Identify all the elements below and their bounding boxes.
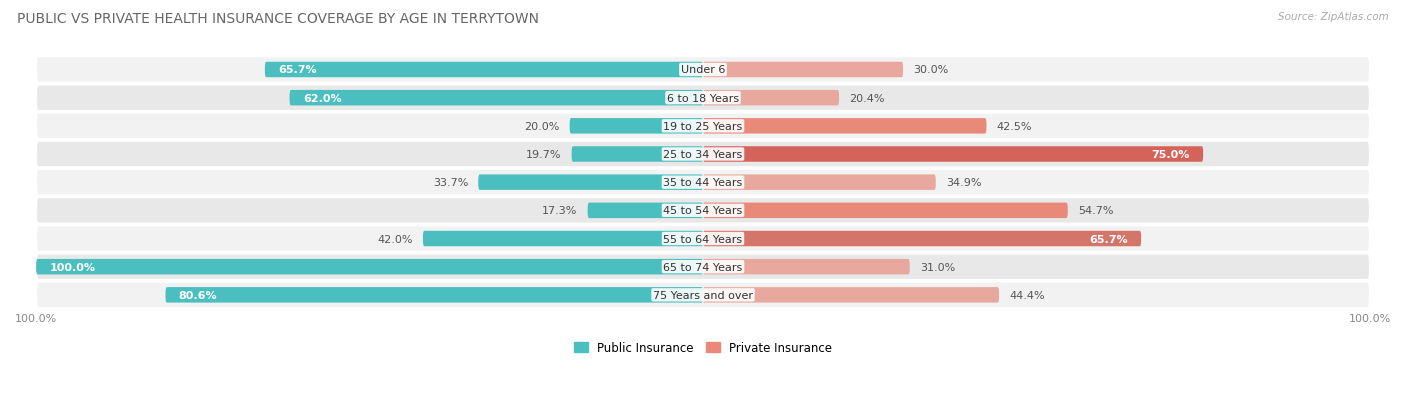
Text: 55 to 64 Years: 55 to 64 Years <box>664 234 742 244</box>
Text: 42.0%: 42.0% <box>377 234 413 244</box>
Text: 19.7%: 19.7% <box>526 150 561 159</box>
FancyBboxPatch shape <box>37 226 1369 252</box>
FancyBboxPatch shape <box>290 91 703 106</box>
Text: 34.9%: 34.9% <box>946 178 981 188</box>
Text: 44.4%: 44.4% <box>1010 290 1045 300</box>
Text: 75 Years and over: 75 Years and over <box>652 290 754 300</box>
FancyBboxPatch shape <box>37 197 1369 224</box>
Text: 6 to 18 Years: 6 to 18 Years <box>666 93 740 103</box>
FancyBboxPatch shape <box>37 141 1369 168</box>
Text: 33.7%: 33.7% <box>433 178 468 188</box>
FancyBboxPatch shape <box>703 203 1067 218</box>
Text: 35 to 44 Years: 35 to 44 Years <box>664 178 742 188</box>
FancyBboxPatch shape <box>37 113 1369 140</box>
FancyBboxPatch shape <box>703 287 1000 303</box>
FancyBboxPatch shape <box>37 259 703 275</box>
FancyBboxPatch shape <box>37 57 1369 83</box>
FancyBboxPatch shape <box>588 203 703 218</box>
Text: 30.0%: 30.0% <box>912 65 948 75</box>
Text: 75.0%: 75.0% <box>1152 150 1189 159</box>
Text: 65 to 74 Years: 65 to 74 Years <box>664 262 742 272</box>
Legend: Public Insurance, Private Insurance: Public Insurance, Private Insurance <box>569 337 837 359</box>
Text: 20.0%: 20.0% <box>524 121 560 131</box>
FancyBboxPatch shape <box>37 169 1369 196</box>
FancyBboxPatch shape <box>37 282 1369 309</box>
Text: 65.7%: 65.7% <box>278 65 316 75</box>
FancyBboxPatch shape <box>703 175 936 190</box>
FancyBboxPatch shape <box>572 147 703 162</box>
FancyBboxPatch shape <box>569 119 703 134</box>
Text: 100.0%: 100.0% <box>49 262 96 272</box>
FancyBboxPatch shape <box>703 147 1204 162</box>
Text: 62.0%: 62.0% <box>302 93 342 103</box>
Text: 54.7%: 54.7% <box>1078 206 1114 216</box>
Text: 65.7%: 65.7% <box>1090 234 1128 244</box>
Text: 42.5%: 42.5% <box>997 121 1032 131</box>
Text: 19 to 25 Years: 19 to 25 Years <box>664 121 742 131</box>
Text: Under 6: Under 6 <box>681 65 725 75</box>
FancyBboxPatch shape <box>166 287 703 303</box>
FancyBboxPatch shape <box>703 259 910 275</box>
Text: 25 to 34 Years: 25 to 34 Years <box>664 150 742 159</box>
Text: PUBLIC VS PRIVATE HEALTH INSURANCE COVERAGE BY AGE IN TERRYTOWN: PUBLIC VS PRIVATE HEALTH INSURANCE COVER… <box>17 12 538 26</box>
Text: Source: ZipAtlas.com: Source: ZipAtlas.com <box>1278 12 1389 22</box>
Text: 31.0%: 31.0% <box>920 262 955 272</box>
FancyBboxPatch shape <box>703 231 1142 247</box>
FancyBboxPatch shape <box>423 231 703 247</box>
FancyBboxPatch shape <box>703 91 839 106</box>
FancyBboxPatch shape <box>703 119 987 134</box>
Text: 17.3%: 17.3% <box>543 206 578 216</box>
Text: 20.4%: 20.4% <box>849 93 884 103</box>
FancyBboxPatch shape <box>264 63 703 78</box>
FancyBboxPatch shape <box>478 175 703 190</box>
Text: 45 to 54 Years: 45 to 54 Years <box>664 206 742 216</box>
FancyBboxPatch shape <box>37 85 1369 112</box>
Text: 80.6%: 80.6% <box>179 290 218 300</box>
FancyBboxPatch shape <box>703 63 903 78</box>
FancyBboxPatch shape <box>37 254 1369 280</box>
